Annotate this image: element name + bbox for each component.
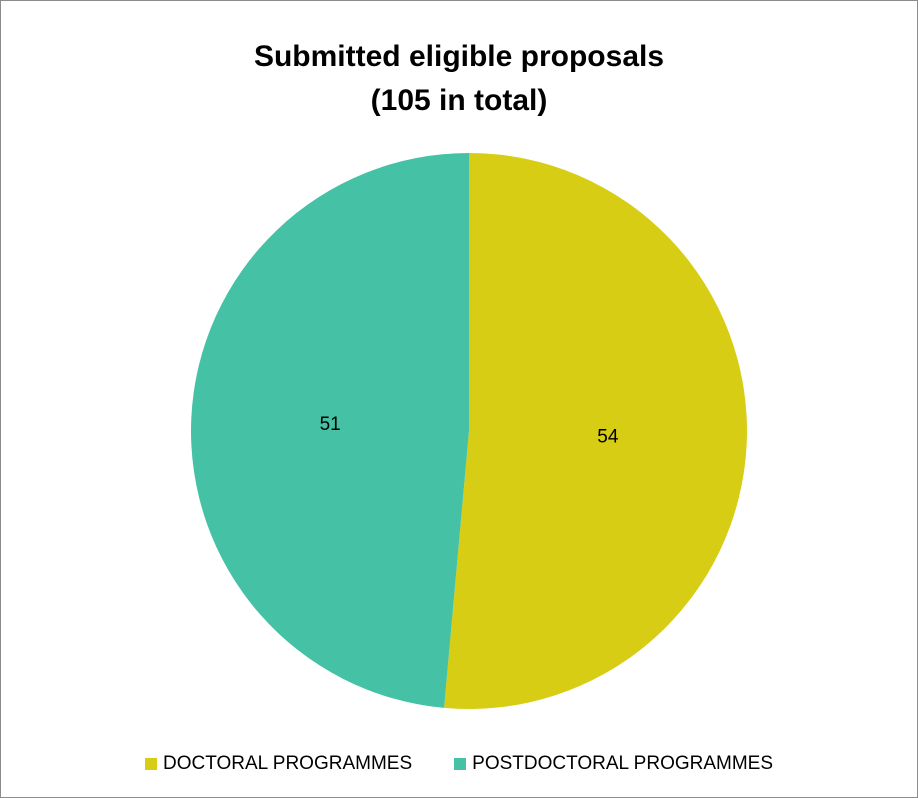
- legend-label-doctoral: DOCTORAL PROGRAMMES: [162, 753, 413, 774]
- pie-slice-postdoctoral: [190, 153, 469, 708]
- legend-label-postdoctoral: POSTDOCTORAL PROGRAMMES: [472, 753, 774, 774]
- legend-item-doctoral: DOCTORAL PROGRAMMES: [144, 753, 413, 775]
- legend-item-postdoctoral: POSTDOCTORAL PROGRAMMES: [454, 753, 773, 775]
- legend: DOCTORAL PROGRAMMES POSTDOCTORAL PROGRAM…: [1, 753, 917, 775]
- pie-slice-doctoral: [444, 153, 747, 709]
- chart-title: Submitted eligible proposals (105 in tot…: [1, 35, 917, 123]
- data-label-postdoctoral: 51: [320, 414, 341, 435]
- chart-title-line-1: Submitted eligible proposals: [253, 40, 665, 73]
- data-label-doctoral: 54: [597, 426, 619, 447]
- chart-title-line-2: (105 in total): [370, 84, 548, 117]
- legend-swatch-postdoctoral: [454, 758, 467, 770]
- legend-swatch-doctoral: [144, 758, 157, 770]
